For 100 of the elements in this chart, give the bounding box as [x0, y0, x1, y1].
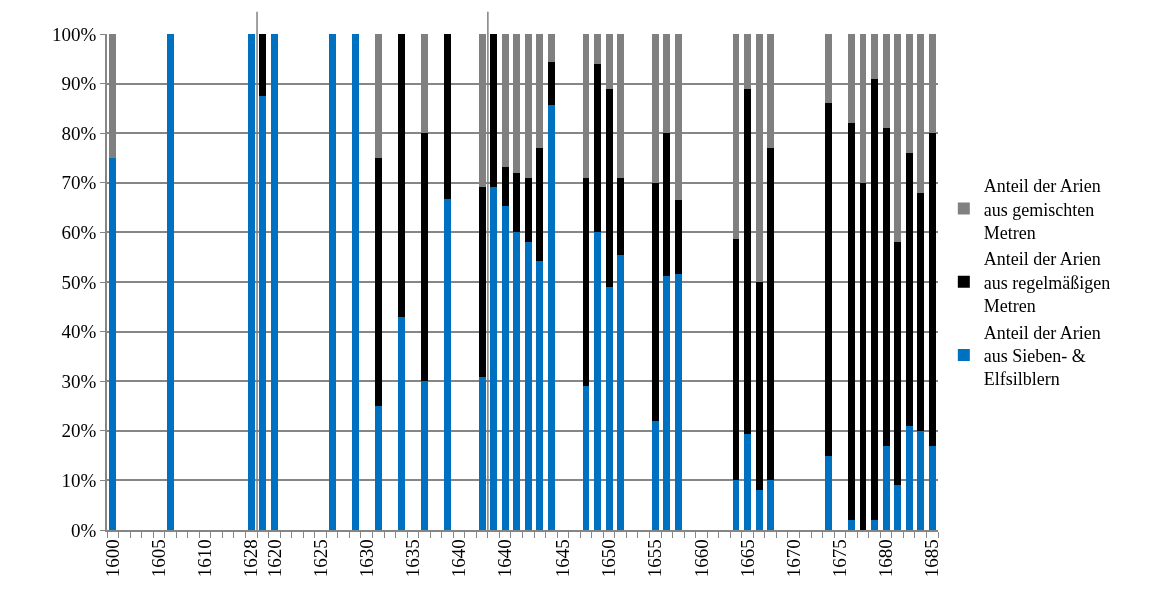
bar: [847, 123, 855, 521]
bar: [397, 34, 405, 317]
bar: [744, 433, 752, 530]
bar: [536, 147, 544, 262]
bar: [663, 133, 671, 277]
x-tick-label: 1645: [552, 539, 574, 578]
bar: [374, 406, 382, 530]
y-tick-label: 80%: [61, 122, 97, 144]
bar: [490, 186, 498, 530]
bar: [755, 490, 763, 530]
bar: [663, 276, 671, 530]
legend-label: Anteil der Arien aus regelmäßigen Metren: [983, 249, 1111, 317]
y-tick-label: 70%: [61, 172, 97, 194]
bar: [547, 62, 555, 105]
y-tick-label: 60%: [61, 222, 97, 244]
x-tick-label: 1600: [101, 539, 123, 578]
x-tick-label: 1655: [644, 539, 666, 578]
bar: [259, 96, 267, 530]
y-tick-label: 40%: [61, 321, 97, 343]
bar: [605, 287, 613, 530]
y-tick-label: 0%: [71, 519, 97, 541]
bar: [917, 192, 925, 431]
bar: [594, 34, 601, 64]
bar: [524, 178, 532, 242]
bar: [547, 34, 555, 63]
bar: [594, 232, 601, 530]
bar: [847, 520, 855, 530]
bar: [420, 381, 428, 530]
x-tick-label: 1640: [494, 539, 516, 578]
x-tick-label: 1640: [448, 539, 470, 578]
x-tick-label: 1610: [194, 539, 216, 578]
bar: [167, 34, 174, 530]
legend-label: Anteil der Arien aus gemischten Metren: [983, 176, 1101, 244]
bar: [513, 232, 521, 530]
bar: [871, 520, 878, 530]
bar: [109, 158, 117, 530]
bar: [894, 242, 902, 486]
bar: [328, 34, 336, 530]
x-tick-label: 1650: [598, 539, 620, 578]
bar: [894, 485, 902, 530]
bar: [524, 241, 532, 530]
x-tick-label: 1670: [782, 539, 804, 578]
bar: [824, 455, 832, 530]
bar: [928, 133, 936, 446]
bar: [755, 282, 763, 491]
x-tick-label: 1625: [309, 539, 331, 578]
bar: [501, 167, 509, 206]
bar: [247, 34, 255, 530]
bar: [651, 182, 659, 421]
bar: [374, 158, 382, 406]
bar: [605, 89, 613, 288]
legend-label: Anteil der Arien aus Sieben- & Elfsilblern: [983, 322, 1101, 390]
bar: [501, 205, 509, 530]
bar: [871, 78, 878, 521]
x-tick-label: 1665: [736, 539, 758, 578]
y-tick-label: 20%: [61, 420, 97, 442]
bar: [351, 34, 359, 530]
bar: [905, 425, 913, 530]
bar: [651, 420, 659, 530]
bar: [259, 34, 267, 96]
y-tick-label: 90%: [61, 73, 97, 95]
x-tick-label: 1620: [263, 539, 285, 578]
x-tick-label: 1605: [148, 539, 170, 578]
bar: [617, 254, 625, 530]
x-tick-label: 1628: [240, 539, 262, 578]
bar: [536, 261, 544, 530]
bar: [397, 316, 405, 530]
bar: [444, 34, 451, 200]
x-tick-label: 1660: [690, 539, 712, 578]
bar: [744, 89, 752, 434]
bar: [767, 148, 775, 481]
bar: [917, 430, 925, 530]
bar: [871, 34, 878, 79]
x-tick-label: 1630: [355, 539, 377, 578]
bar: [420, 133, 428, 382]
bar: [674, 273, 682, 530]
bar: [490, 34, 498, 187]
bar: [882, 445, 890, 530]
bar: [617, 177, 625, 255]
y-tick-label: 50%: [61, 271, 97, 293]
x-tick-label: 1685: [921, 539, 943, 578]
bar: [928, 445, 936, 530]
x-tick-label: 1675: [829, 539, 851, 578]
bar: [824, 103, 832, 456]
bar: [478, 377, 486, 530]
bar: [905, 153, 913, 426]
bar: [882, 128, 890, 446]
bar: [594, 63, 601, 233]
bar: [444, 199, 451, 530]
x-tick-label: 1635: [402, 539, 424, 578]
bar: [270, 34, 278, 530]
y-tick-label: 30%: [61, 370, 97, 392]
y-tick-label: 10%: [61, 470, 97, 492]
bar: [478, 186, 486, 378]
bar: [513, 172, 521, 233]
bar: [547, 104, 555, 530]
bar: [674, 200, 682, 274]
y-tick-label: 100%: [52, 23, 97, 45]
bar: [767, 480, 775, 530]
x-tick-label: 1680: [875, 539, 897, 578]
